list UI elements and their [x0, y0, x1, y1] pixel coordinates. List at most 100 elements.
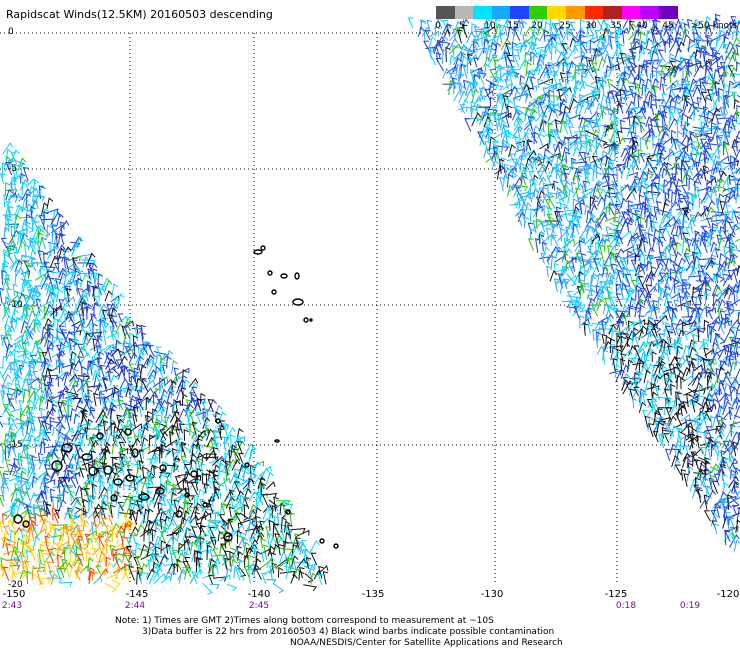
wind-barb	[127, 519, 133, 530]
wind-barb	[209, 549, 216, 560]
wind-barb	[127, 382, 133, 395]
wind-barb	[134, 350, 145, 366]
wind-barb	[92, 511, 99, 527]
island-outline	[303, 317, 309, 323]
wind-barb	[126, 437, 133, 448]
wind-barb	[114, 551, 121, 563]
wind-barb	[193, 494, 199, 506]
wind-barb	[42, 415, 49, 432]
wind-barb	[500, 157, 507, 168]
wind-barb	[75, 511, 87, 519]
wind-barb	[2, 566, 10, 581]
wind-barb	[227, 518, 235, 533]
wind-barb	[544, 160, 553, 173]
wind-barb	[266, 556, 275, 568]
wind-barb	[43, 477, 50, 488]
wind-barb	[140, 562, 148, 574]
wind-barb	[130, 549, 137, 560]
wind-barb	[117, 503, 125, 519]
wind-barb	[3, 470, 16, 477]
wind-barb	[170, 384, 177, 398]
wind-barb	[45, 382, 54, 398]
wind-barb	[52, 403, 58, 416]
wind-barb	[81, 286, 91, 293]
wind-barb	[245, 547, 252, 560]
wind-barb	[94, 382, 103, 395]
wind-barb	[237, 551, 244, 561]
time-label: 0:19	[679, 601, 701, 611]
wind-barb	[59, 581, 73, 587]
wind-barb	[176, 383, 184, 394]
wind-barb	[109, 307, 118, 322]
wind-barb	[2, 536, 10, 549]
wind-barb	[15, 207, 24, 218]
wind-barb	[107, 401, 116, 416]
wind-barb	[7, 217, 14, 233]
wind-barb	[453, 88, 464, 102]
wind-barb	[116, 484, 123, 496]
wind-barb	[139, 528, 152, 537]
wind-barb	[14, 338, 24, 346]
wind-barb	[61, 332, 69, 345]
colorbar-segment	[436, 6, 455, 19]
wind-barb	[21, 197, 30, 213]
wind-barb	[155, 509, 171, 516]
wind-barb	[115, 359, 123, 371]
wind-barb	[255, 515, 261, 527]
wind-barb	[107, 361, 113, 375]
wind-barb	[16, 501, 24, 515]
latitude-label: -5	[8, 164, 17, 174]
wind-barb	[254, 506, 262, 520]
wind-barb	[206, 428, 215, 441]
wind-barb	[174, 475, 181, 490]
wind-barb	[135, 479, 143, 495]
wind-barb	[69, 519, 77, 532]
wind-barb	[148, 570, 159, 585]
wind-barb	[43, 305, 49, 320]
wind-barb	[71, 271, 77, 287]
wind-barb	[183, 466, 195, 477]
wind-barb	[118, 350, 125, 365]
wind-barb	[42, 374, 48, 387]
wind-barb	[705, 426, 712, 438]
wind-barb	[539, 221, 546, 233]
colorbar-segment	[677, 6, 697, 19]
wind-barb	[470, 101, 476, 113]
colorbar-label: 10	[484, 21, 496, 31]
wind-barb	[171, 549, 179, 563]
wind-barb	[7, 417, 14, 431]
wind-barb	[134, 327, 141, 341]
wind-barb	[46, 281, 54, 296]
wind-barb	[47, 347, 54, 363]
wind-barb	[138, 449, 145, 465]
wind-barb	[180, 443, 187, 458]
island-outline	[280, 273, 288, 279]
wind-barb	[237, 569, 245, 581]
wind-barb	[27, 426, 36, 441]
wind-barb	[176, 505, 184, 518]
wind-barb	[454, 20, 462, 32]
wind-barb	[4, 160, 14, 172]
wind-barb	[9, 317, 18, 332]
wind-barb	[59, 451, 69, 466]
wind-barb	[203, 425, 210, 435]
wind-barb	[44, 410, 53, 423]
wind-barb	[29, 516, 36, 531]
wind-barb	[146, 553, 158, 567]
wind-barb	[243, 504, 249, 518]
wind-barb	[14, 551, 21, 563]
wind-barb	[92, 533, 100, 546]
wind-barb	[173, 457, 180, 473]
wind-barb	[195, 411, 202, 425]
wind-barb	[59, 530, 68, 544]
wind-barb	[278, 547, 294, 555]
wind-barb	[0, 390, 6, 405]
wind-barb	[65, 310, 73, 321]
wind-barb	[578, 151, 586, 163]
wind-barb	[280, 516, 287, 533]
wind-barb	[107, 514, 114, 526]
wind-barb	[243, 565, 250, 578]
wind-barb	[79, 318, 86, 332]
wind-barb	[705, 96, 711, 108]
wind-barb	[22, 361, 34, 368]
